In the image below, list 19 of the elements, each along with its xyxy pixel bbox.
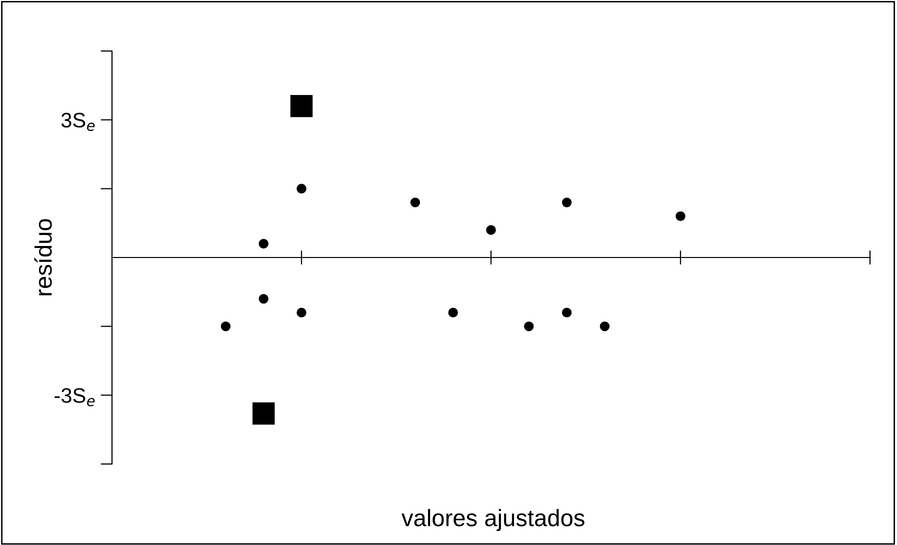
point bbox=[448, 308, 458, 318]
point bbox=[562, 198, 572, 208]
y-axis-title: resíduo bbox=[34, 219, 52, 296]
point bbox=[562, 308, 572, 318]
point bbox=[252, 402, 275, 425]
y-tick-label: 3S$_{e}$ bbox=[61, 112, 95, 131]
point bbox=[296, 184, 306, 194]
point bbox=[410, 198, 420, 208]
point bbox=[296, 308, 306, 318]
point bbox=[258, 238, 268, 249]
point bbox=[220, 321, 231, 332]
point bbox=[486, 225, 496, 235]
point bbox=[290, 94, 313, 118]
x-axis-title: valores ajustados bbox=[402, 508, 584, 532]
point bbox=[600, 321, 610, 332]
point bbox=[258, 294, 268, 304]
point bbox=[524, 321, 534, 332]
y-tick-label: -3S$_{e}$ bbox=[54, 388, 95, 406]
point bbox=[676, 211, 686, 222]
